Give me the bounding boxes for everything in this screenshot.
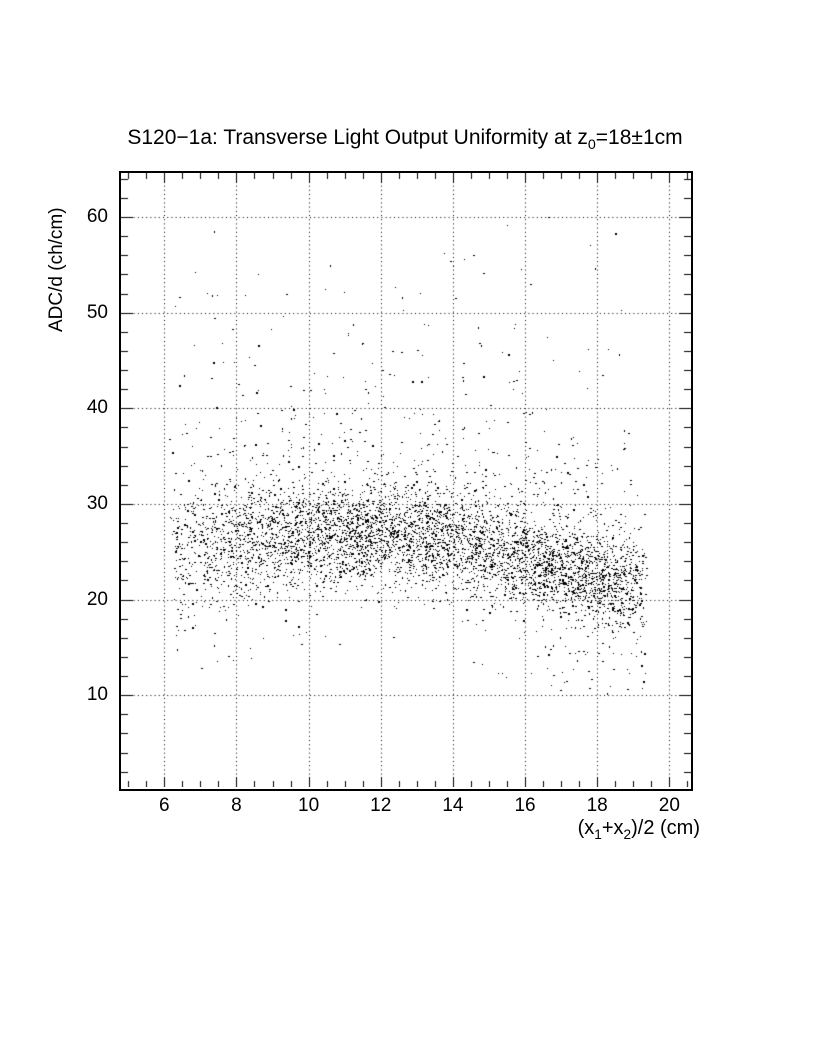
x-tick-label: 10 — [298, 795, 320, 816]
x-tick-label: 8 — [231, 795, 242, 816]
x-tick-label: 6 — [158, 795, 170, 816]
chart-title: S120−1a: Transverse Light Output Uniform… — [127, 126, 683, 154]
y-tick-label: 60 — [86, 205, 108, 227]
x-tick-label: 18 — [586, 795, 608, 816]
plot-frame — [119, 171, 693, 791]
x-tick-label: 16 — [514, 795, 536, 816]
y-tick-label: 30 — [86, 492, 108, 514]
y-tick-label: 20 — [86, 588, 108, 610]
scatter-canvas — [121, 173, 691, 787]
x-axis-label: (x1+x2)/2 (cm) — [577, 817, 700, 842]
x-tick-label: 20 — [658, 795, 680, 816]
y-tick-label: 10 — [86, 684, 108, 706]
y-tick-label: 40 — [86, 397, 108, 419]
x-tick-label: 14 — [442, 795, 464, 816]
y-tick-label: 50 — [86, 301, 108, 323]
x-tick-label: 12 — [370, 795, 392, 816]
